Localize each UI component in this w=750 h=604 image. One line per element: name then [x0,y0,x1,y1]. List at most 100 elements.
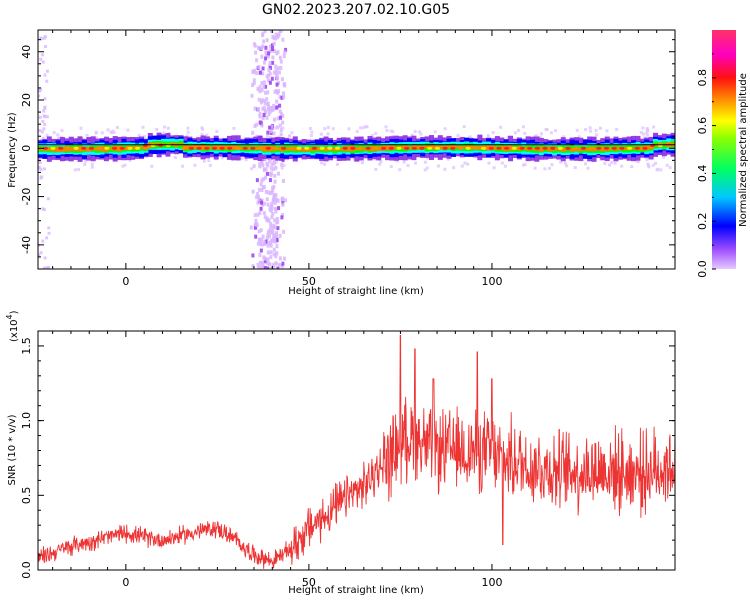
heatmap-speckle [251,130,255,135]
heatmap-core-cell [427,146,433,150]
heatmap-core-cell [611,146,617,150]
snr-multiplier-close: ) [9,310,20,314]
heatmap-speckle [264,84,268,89]
heatmap-core-cell [388,146,394,150]
heatmap-core-cell [473,146,479,150]
heatmap-speckle [255,58,259,63]
heatmap-speckle [259,228,263,233]
heatmap-speckle [265,38,269,43]
y-tick-label: -20 [20,188,33,206]
heatmap-speckle [266,101,270,106]
heatmap-speckle [264,56,268,61]
heatmap-band-cell [609,147,615,150]
heatmap-speckle [274,68,278,73]
heatmap-speckle [521,163,525,167]
heatmap-speckle [128,158,132,162]
heatmap-speckle [272,252,276,257]
heatmap-speckle [652,125,656,129]
heatmap-speckle [270,206,274,211]
heatmap-speckle [262,113,266,118]
heatmap-band-cell [393,146,399,150]
heatmap-speckle [268,80,272,85]
heatmap-speckle [268,207,272,212]
heatmap-speckle [636,160,640,164]
heatmap-speckle [274,254,278,259]
heatmap-speckle [265,134,269,138]
heatmap-speckle [41,136,45,140]
heatmap-speckle [389,129,393,133]
heatmap-speckle [265,171,269,176]
heatmap-speckle [47,226,51,230]
heatmap-speckle [280,77,284,82]
heatmap-speckle [268,125,272,130]
heatmap-speckle [320,161,324,165]
heatmap-band-cell [130,146,136,150]
heatmap-speckle [43,115,47,119]
heatmap-speckle [283,83,287,88]
heatmap-speckle [267,262,271,267]
heatmap-speckle [262,240,266,245]
heatmap-core-cell [242,146,248,150]
heatmap-speckle [613,161,617,165]
heatmap-speckle [268,61,272,66]
heatmap-speckle [278,115,282,120]
heatmap-core-cell [550,146,556,150]
heatmap-core-cell [557,146,564,150]
heatmap-core-cell [219,146,225,150]
heatmap-core-cell [119,146,125,150]
heatmap-core-cell [111,146,118,150]
heatmap-speckle [264,51,268,56]
x-tick-label: 50 [302,275,316,288]
svg-text:(x104): (x104) [5,310,20,342]
heatmap-band-cell [468,145,474,150]
heatmap-speckle [284,198,288,203]
heatmap-speckle [208,164,212,168]
heatmap-band-cell [631,147,637,150]
heatmap-band-cell [407,146,413,150]
heatmap-speckle [261,66,265,71]
heatmap-speckle [220,156,224,160]
heatmap-core-cell [519,146,525,150]
heatmap-speckle [257,229,261,234]
heatmap-core-cell [288,146,294,150]
heatmap-speckle [251,253,255,258]
heatmap-speckle [186,126,190,130]
colorbar-gradient [712,30,736,269]
heatmap-speckle [260,123,264,128]
heatmap-core-cell [603,146,610,150]
heatmap-speckle [610,160,614,164]
heatmap-speckle [259,182,263,187]
heatmap-core-cell [134,146,141,150]
heatmap-speckle [270,266,274,269]
heatmap-speckle [575,128,579,132]
heatmap-speckle [391,130,395,134]
heatmap-speckle [126,128,130,132]
heatmap-speckle [279,65,283,70]
snr-multiplier-exp: 4 [5,314,14,319]
heatmap-core-cell [158,143,164,147]
heatmap-speckle [39,176,43,180]
heatmap-speckle [277,262,281,267]
heatmap-speckle [266,250,270,255]
heatmap-speckle [42,109,46,113]
heatmap-speckle [279,111,283,116]
heatmap-band-cell [547,146,553,152]
heatmap-speckle [259,163,263,167]
heatmap-speckle [443,167,447,171]
heatmap-speckle [274,261,278,266]
heatmap-speckle [389,165,393,169]
heatmap-speckle [275,251,279,256]
x-tick-label: 0 [122,275,129,288]
heatmap-speckle [41,207,45,211]
heatmap-speckle [549,131,553,135]
heatmap-speckle [276,66,280,71]
heatmap-core-cell [319,146,325,150]
heatmap-core-cell [380,146,387,150]
heatmap-speckle [645,158,649,162]
heatmap-speckle [378,162,382,166]
heatmap-speckle [271,225,275,230]
heatmap-speckle [137,134,141,138]
heatmap-speckle [260,98,264,103]
heatmap-band-cell [530,147,536,151]
heatmap-speckle [254,234,258,239]
